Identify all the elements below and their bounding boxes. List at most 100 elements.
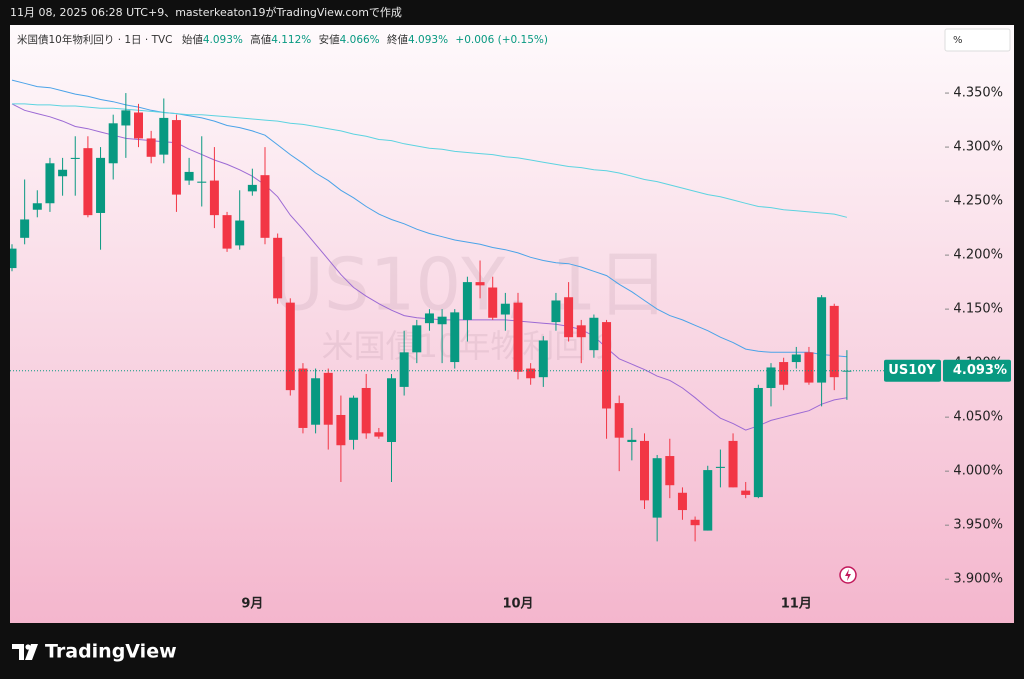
symbol-tag-label: US10Y (888, 363, 936, 378)
candle-body (10, 248, 17, 269)
candle-body (108, 123, 118, 164)
candle-body (779, 362, 789, 385)
candle-body (273, 237, 283, 299)
candle-body (399, 352, 409, 387)
legend-value: 4.093% (203, 34, 243, 46)
x-tick-label: 10月 (502, 597, 533, 612)
candle-body (817, 297, 827, 383)
footer-brand: TradingView (45, 641, 177, 663)
candle-body (551, 300, 561, 323)
candle-body (589, 317, 599, 351)
y-tick-label: 4.200% (953, 248, 1003, 263)
footer-logo (12, 644, 38, 660)
candle-body (374, 432, 384, 437)
candle-body (323, 372, 333, 425)
candle-body (58, 169, 68, 177)
candle-body (665, 456, 675, 486)
candle-body (209, 180, 219, 216)
moving-average-line (11, 79, 847, 358)
symbol-tag (884, 359, 941, 382)
x-tick-label: 9月 (241, 597, 263, 612)
candle-body (741, 490, 751, 495)
legend-title: 米国債10年物利回り · 1日 · TVC (17, 33, 173, 46)
candle-body (298, 368, 308, 428)
legend-value: 4.112% (271, 34, 311, 46)
legend: 米国債10年物利回り · 1日 · TVC 始値4.093% 高値4.112% … (17, 33, 548, 46)
candle-body (235, 220, 245, 246)
caption: 11月 08, 2025 06:28 UTC+9、masterkeaton19が… (10, 5, 402, 19)
candle-body (96, 157, 106, 213)
candle-body (728, 440, 738, 488)
candle-body (766, 367, 776, 388)
candle-body (652, 458, 662, 518)
candle-body (842, 370, 852, 372)
candle-body (197, 181, 207, 183)
candle-body (285, 302, 295, 391)
y-tick-label: 3.950% (953, 518, 1003, 533)
candle-body (627, 439, 637, 442)
x-tick-label: 11月 (781, 597, 812, 612)
candle-body (614, 403, 624, 438)
legend-label: 高値 (250, 33, 271, 46)
plot-area (10, 79, 852, 542)
candle-body (83, 148, 93, 216)
y-tick-label: 4.050% (953, 410, 1003, 425)
y-tick-label: 3.900% (953, 572, 1003, 587)
candle-body (602, 322, 612, 409)
candle-body (753, 387, 763, 498)
alert-icon[interactable] (839, 566, 857, 584)
candle-body (538, 340, 548, 378)
candle-body (450, 312, 460, 363)
candle-body (640, 440, 649, 501)
candle-body (500, 303, 510, 315)
candle-body (171, 120, 181, 195)
y-tick-label: 4.350% (953, 86, 1003, 101)
candle-body (260, 175, 270, 238)
candle-body (184, 171, 194, 181)
legend-change: +0.006 (+0.15%) (455, 34, 548, 46)
y-tick-label: 4.250% (953, 194, 1003, 209)
candle-body (222, 215, 232, 249)
scale-button-label[interactable]: % (953, 35, 963, 46)
candle-body (488, 287, 498, 318)
y-tick-label: 4.300% (953, 140, 1003, 155)
moving-average-line (12, 103, 848, 218)
candle-body (361, 387, 371, 434)
candle-body (45, 163, 55, 204)
candle-body (829, 305, 839, 378)
candle-body (424, 313, 434, 324)
legend-value: 4.093% (408, 34, 448, 46)
last-price-label: 4.093% (953, 363, 1007, 378)
watermark-description: 米国債10年物利回り (322, 327, 619, 365)
candle-body (513, 302, 523, 372)
candle-body (121, 110, 131, 126)
candle-body (804, 352, 814, 383)
candle-body (462, 282, 472, 320)
candle-body (247, 184, 257, 192)
candle-body (703, 470, 713, 531)
legend-value: 4.066% (340, 34, 380, 46)
candle-body (159, 117, 169, 155)
candle-body (311, 378, 321, 425)
candle-body (690, 519, 700, 526)
candle-body (677, 492, 687, 511)
candle-body (791, 354, 801, 363)
candle-body (715, 466, 725, 468)
candle-body (134, 112, 143, 139)
candle-body (349, 397, 359, 440)
candle-body (526, 368, 536, 379)
candle-body (32, 203, 42, 210)
legend-label: 終値 (387, 33, 408, 46)
candle-body (336, 414, 346, 446)
scale-button[interactable] (944, 28, 1011, 52)
last-price-tag (943, 359, 1011, 382)
candle-body (70, 157, 80, 159)
candle-body (20, 219, 30, 238)
legend-label: 安値 (319, 33, 340, 46)
legend-label: 始値 (182, 33, 203, 46)
y-tick-label: 4.150% (953, 302, 1003, 317)
candle-body (564, 297, 574, 338)
candle-body (475, 282, 485, 286)
candle-body (387, 378, 396, 442)
